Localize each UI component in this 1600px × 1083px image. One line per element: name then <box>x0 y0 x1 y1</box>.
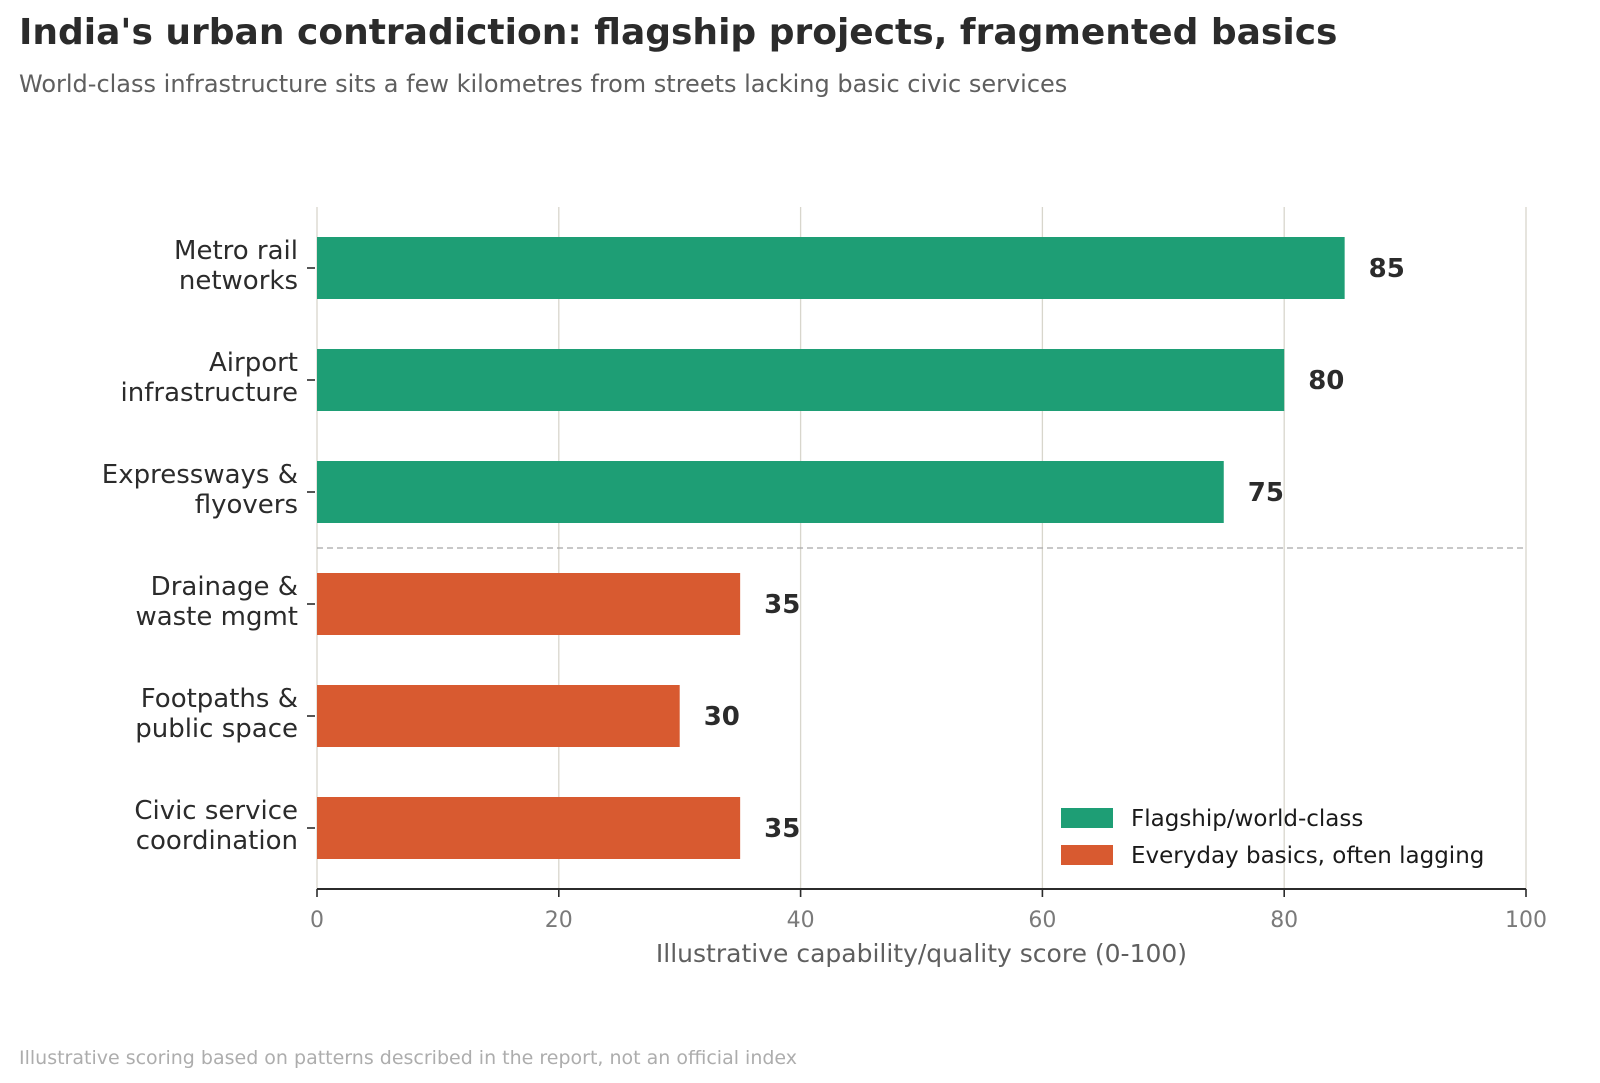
category-label-line: networks <box>179 266 298 296</box>
category-label-4: Footpaths & public space <box>135 684 298 744</box>
x-tick-label-3: 60 <box>1028 908 1056 933</box>
category-label-line: infrastructure <box>121 378 298 408</box>
category-label-line: flyovers <box>195 490 298 520</box>
value-label-5: 35 <box>764 814 800 844</box>
bar-5 <box>317 797 741 859</box>
category-label-line: waste mgmt <box>135 602 298 632</box>
bar-0 <box>317 237 1345 299</box>
bar-4 <box>317 685 680 747</box>
x-axis-title: Illustrative capability/quality score (0… <box>656 939 1187 968</box>
legend-label-basics: Everyday basics, often lagging <box>1131 843 1484 869</box>
category-label-line: Drainage & <box>151 572 298 602</box>
category-label-line: Civic service <box>134 796 298 826</box>
category-label-line: Airport <box>209 348 298 378</box>
category-label-1: Airport infrastructure <box>121 348 298 408</box>
legend-label-flagship: Flagship/world-class <box>1131 806 1363 832</box>
chart-subtitle: World-class infrastructure sits a few ki… <box>19 70 1068 98</box>
value-label-0: 85 <box>1369 254 1405 284</box>
bar-1 <box>317 349 1285 411</box>
bar-2 <box>317 461 1224 523</box>
x-tick-label-0: 0 <box>310 908 324 933</box>
x-tick-label-1: 20 <box>545 908 573 933</box>
value-label-2: 75 <box>1248 478 1284 508</box>
bar-3 <box>317 573 741 635</box>
x-tick-label-4: 80 <box>1270 908 1298 933</box>
category-label-line: Footpaths & <box>141 684 298 714</box>
legend-swatch-flagship <box>1061 808 1113 828</box>
footnote: Illustrative scoring based on patterns d… <box>19 1047 798 1069</box>
category-label-0: Metro rail networks <box>174 236 298 296</box>
category-label-line: Metro rail <box>174 236 298 266</box>
category-label-line: public space <box>135 714 298 744</box>
category-label-3: Drainage & waste mgmt <box>135 572 298 632</box>
category-label-line: coordination <box>136 826 298 856</box>
value-label-1: 80 <box>1308 366 1344 396</box>
category-label-line: Expressways & <box>102 460 298 490</box>
legend-swatch-basics <box>1061 845 1113 865</box>
value-label-3: 35 <box>764 590 800 620</box>
x-tick-label-2: 40 <box>787 908 815 933</box>
category-label-2: Expressways & flyovers <box>102 460 298 520</box>
value-label-4: 30 <box>704 702 740 732</box>
chart-title: India's urban contradiction: flagship pr… <box>19 12 1338 53</box>
x-tick-label-5: 100 <box>1505 908 1547 933</box>
category-label-5: Civic service coordination <box>134 796 298 856</box>
